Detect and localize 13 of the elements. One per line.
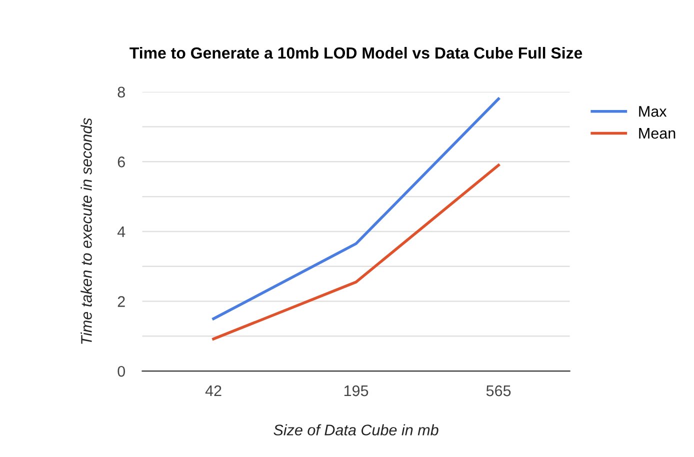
y-tick-label: 0 <box>118 366 126 377</box>
x-tick-label: 195 <box>344 385 368 396</box>
y-tick-label: 4 <box>117 226 126 238</box>
chart-title: Time to Generate a 10mb LOD Model vs Data Cube Full Size <box>130 46 582 59</box>
y-tick-label: 6 <box>118 156 125 168</box>
y-tick-label: 2 <box>118 296 125 307</box>
x-tick-label: 42 <box>205 385 222 396</box>
legend-label: Max <box>639 106 667 117</box>
x-axis-title: Size of Data Cube in mb <box>274 424 438 436</box>
x-tick-label: 565 <box>486 385 511 396</box>
y-tick-label: 8 <box>118 86 125 98</box>
legend-label: Mean <box>639 128 676 139</box>
y-axis-title: Time taken to execute in seconds <box>80 118 92 344</box>
